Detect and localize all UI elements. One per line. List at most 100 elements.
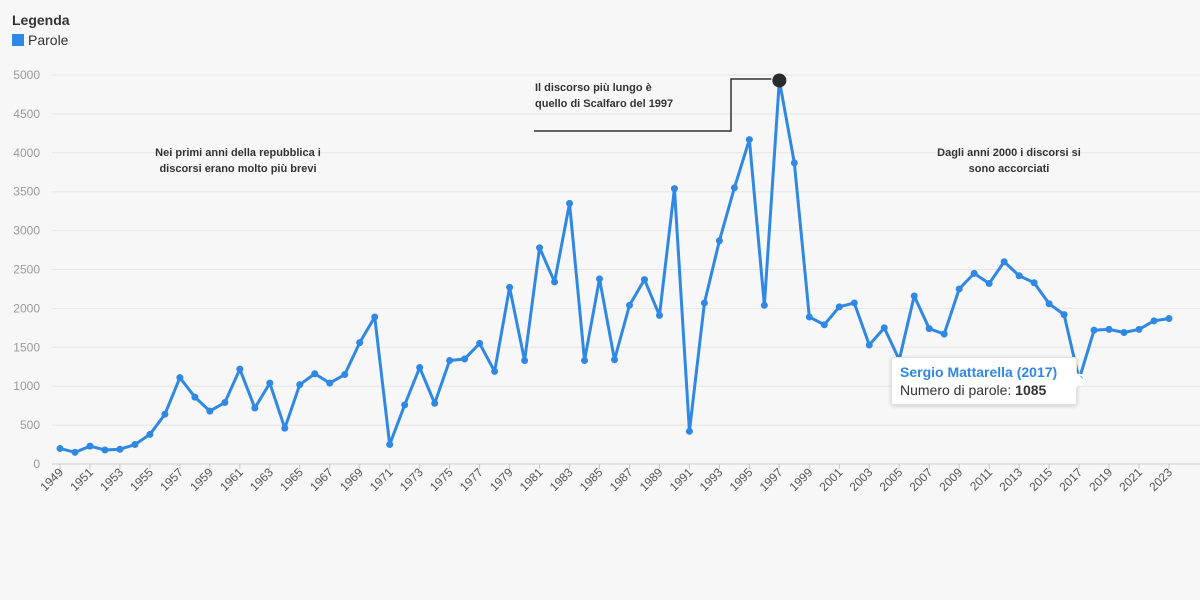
data-point: [1135, 325, 1143, 333]
data-point: [970, 269, 978, 277]
data-point: [416, 364, 424, 372]
y-tick-label: 3500: [13, 185, 40, 199]
data-point: [985, 280, 993, 288]
x-tick-label: 1949: [37, 465, 66, 494]
x-tick-label: 1993: [697, 465, 726, 494]
data-point: [1015, 272, 1023, 280]
data-point: [745, 136, 753, 144]
annotation-early-years: discorsi erano molto più brevi: [159, 163, 316, 175]
data-point: [131, 441, 139, 449]
data-point: [86, 442, 94, 450]
data-point: [715, 237, 723, 245]
tooltip-value: 1085: [1015, 382, 1047, 398]
data-point: [236, 365, 244, 373]
x-tick-label: 1997: [757, 465, 786, 494]
annotation-recent-years: Dagli anni 2000 i discorsi si: [937, 147, 1081, 159]
y-tick-label: 5000: [13, 68, 40, 82]
x-tick-label: 1951: [67, 465, 96, 494]
x-tick-label: 1953: [97, 465, 126, 494]
data-point: [790, 159, 798, 167]
data-point: [805, 313, 813, 321]
x-tick-label: 1965: [277, 465, 306, 494]
data-point: [566, 199, 574, 207]
highlight-point: [772, 73, 787, 88]
legend-title: Legenda: [12, 12, 70, 28]
x-tick-label: 2011: [967, 465, 995, 493]
data-point: [655, 311, 663, 319]
data-point: [730, 184, 738, 192]
x-axis: 1949 1951 1953 1955 1957 1959 1961 1963 1965 1967…: [37, 464, 1175, 494]
y-tick-label: 0: [33, 457, 40, 471]
data-point: [835, 303, 843, 311]
data-point: [506, 283, 514, 291]
data-point: [1045, 300, 1053, 308]
data-point: [221, 399, 229, 407]
y-axis: 0 500 1000 1500 2000 2500 3000 3500 4000 4500 5000: [13, 68, 40, 471]
data-point: [476, 339, 484, 347]
y-tick-label: 4500: [13, 107, 40, 121]
annotation-connector: [534, 78, 772, 132]
data-point: [536, 244, 544, 252]
data-point: [191, 393, 199, 401]
x-tick-label: 1983: [547, 465, 576, 494]
data-point: [431, 399, 439, 407]
series-parole: [56, 73, 1173, 456]
data-point: [760, 301, 768, 309]
x-tick-label: 1959: [187, 465, 216, 494]
x-tick-label: 2021: [1116, 465, 1145, 494]
data-point: [101, 446, 109, 454]
x-tick-label: 2003: [847, 465, 876, 494]
data-point: [491, 367, 499, 375]
data-point: [1105, 325, 1113, 333]
legend-item-parole[interactable]: Parole: [12, 32, 70, 48]
x-tick-label: 1991: [667, 465, 696, 494]
data-point: [206, 407, 214, 415]
y-tick-label: 4000: [13, 146, 40, 160]
data-point: [341, 371, 349, 379]
legend-item-label: Parole: [28, 32, 69, 48]
y-tick-label: 3000: [13, 224, 40, 238]
data-point: [116, 445, 124, 453]
annotation-longest-speech: Il discorso più lungo è: [535, 82, 652, 94]
data-point: [820, 321, 828, 329]
x-tick-label: 1979: [487, 465, 516, 494]
data-point: [611, 356, 618, 364]
x-tick-label: 1995: [727, 465, 756, 494]
data-point: [955, 285, 963, 293]
annotations: Nei primi anni della repubblica i discors…: [155, 78, 1081, 175]
data-point: [670, 185, 678, 193]
data-point: [640, 276, 648, 284]
data-point: [1000, 258, 1008, 266]
tooltip-label: Numero di parole:: [900, 382, 1012, 398]
annotation-recent-years: sono accorciati: [969, 163, 1050, 175]
annotation-early-years: Nei primi anni della repubblica i: [155, 147, 321, 159]
x-tick-label: 1973: [397, 465, 426, 494]
data-point: [1060, 311, 1068, 319]
y-tick-label: 2000: [13, 301, 40, 315]
data-point: [386, 441, 394, 449]
data-point: [1030, 279, 1038, 287]
data-point: [401, 401, 409, 409]
data-point: [925, 325, 933, 333]
x-tick-label: 1955: [127, 465, 156, 494]
data-point: [296, 381, 304, 389]
x-tick-label: 2007: [907, 465, 936, 494]
data-point: [1090, 326, 1098, 334]
grid-lines: [52, 74, 1200, 465]
data-point: [266, 379, 274, 387]
x-tick-label: 2015: [1026, 465, 1055, 494]
data-point: [446, 357, 454, 365]
x-tick-label: 2013: [996, 465, 1025, 494]
data-point: [1165, 315, 1173, 323]
legend-swatch: [12, 34, 24, 46]
tooltip: Sergio Mattarella (2017) Numero di parol…: [891, 357, 1084, 405]
x-tick-label: 2017: [1056, 465, 1085, 494]
data-point: [940, 330, 948, 338]
data-point: [281, 424, 289, 432]
data-point: [700, 299, 708, 307]
data-point: [356, 339, 364, 347]
data-point: [625, 301, 633, 309]
data-point: [311, 370, 319, 378]
y-tick-label: 2500: [13, 263, 40, 277]
